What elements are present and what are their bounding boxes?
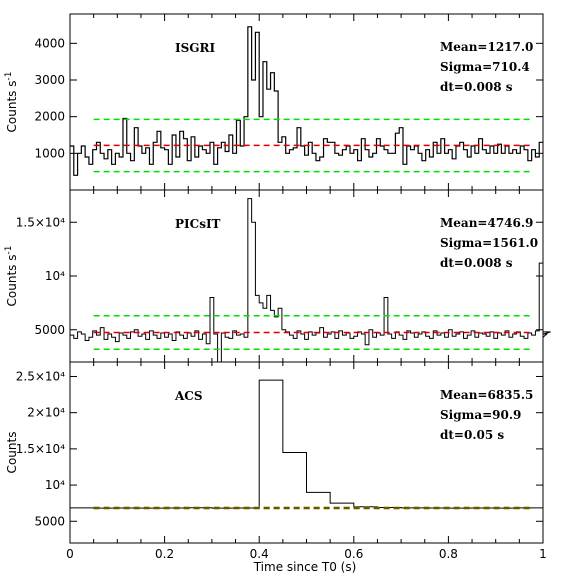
x-tick-label: 0 — [66, 547, 74, 561]
panel-picsit-stat-line: dt=0.008 s — [440, 256, 513, 270]
panel-isgri-y-tick-label: 1000 — [34, 146, 65, 160]
panel-picsit-y-tick-label: 5000 — [34, 323, 65, 337]
panel-acs-instrument-label: ACS — [174, 389, 203, 403]
panel-isgri-instrument-label: ISGRI — [175, 41, 216, 55]
panel-picsit-y-tick-label: 10⁴ — [45, 269, 65, 283]
panels-group: 1000 2000 3000 4000 Counts s-1 ISGRI Mean=1217… — [4, 13, 551, 544]
panel-picsit: 5000 10⁴ 1.5×10⁴ Counts s-1 PICsIT Mean=4746.… — [4, 189, 551, 363]
panel-isgri-stat-line: Sigma=710.4 — [440, 60, 530, 74]
panel-acs: 5000 10⁴ 1.5×10⁴ 2×10⁴ 2.5×10⁴ Counts ACS Mean=… — [5, 361, 544, 544]
x-axis-title: Time since T0 (s) — [253, 560, 357, 574]
panel-acs-light-curve — [70, 379, 543, 509]
panel-isgri-y-tick-label: 3000 — [34, 73, 65, 87]
panel-picsit-instrument-label: PICsIT — [175, 217, 221, 231]
panel-picsit-y-tick-label: 1.5×10⁴ — [16, 215, 65, 229]
x-tick-label: 0.4 — [250, 547, 269, 561]
panel-acs-y-tick-label: 2.5×10⁴ — [16, 369, 65, 383]
panel-acs-y-tick-label: 10⁴ — [45, 478, 65, 492]
x-tick-label: 0.8 — [439, 547, 458, 561]
panel-acs-y-tick-label: 2×10⁴ — [27, 406, 65, 420]
x-tick-label: 0.6 — [344, 547, 363, 561]
panel-isgri-y-tick-label: 4000 — [34, 36, 65, 50]
panel-acs-stat-line: Mean=6835.5 — [440, 388, 533, 402]
panel-isgri-stat-line: Mean=1217.0 — [440, 40, 533, 54]
panel-acs-stat-line: dt=0.05 s — [440, 428, 504, 442]
panel-acs-y-tick-label: 1.5×10⁴ — [16, 442, 65, 456]
panel-isgri-y-axis-title: Counts s-1 — [4, 72, 19, 133]
panel-picsit-light-curve — [70, 198, 551, 363]
x-tick-labels: 0 0.2 0.4 0.6 0.8 1 — [66, 547, 547, 561]
x-tick-label: 1 — [539, 547, 547, 561]
panel-isgri: 1000 2000 3000 4000 Counts s-1 ISGRI Mean=1217… — [4, 13, 544, 191]
panel-acs-y-axis-title: Counts — [5, 432, 19, 474]
panel-picsit-stat-line: Sigma=1561.0 — [440, 236, 538, 250]
panel-picsit-stat-line: Mean=4746.9 — [440, 216, 533, 230]
panel-isgri-light-curve — [70, 26, 543, 176]
panel-acs-y-tick-label: 5000 — [34, 514, 65, 528]
x-tick-label: 0.2 — [155, 547, 174, 561]
panel-isgri-stat-line: dt=0.008 s — [440, 80, 513, 94]
panel-picsit-y-axis-title: Counts s-1 — [4, 246, 19, 307]
panel-isgri-y-tick-label: 2000 — [34, 110, 65, 124]
panel-acs-stat-line: Sigma=90.9 — [440, 408, 521, 422]
